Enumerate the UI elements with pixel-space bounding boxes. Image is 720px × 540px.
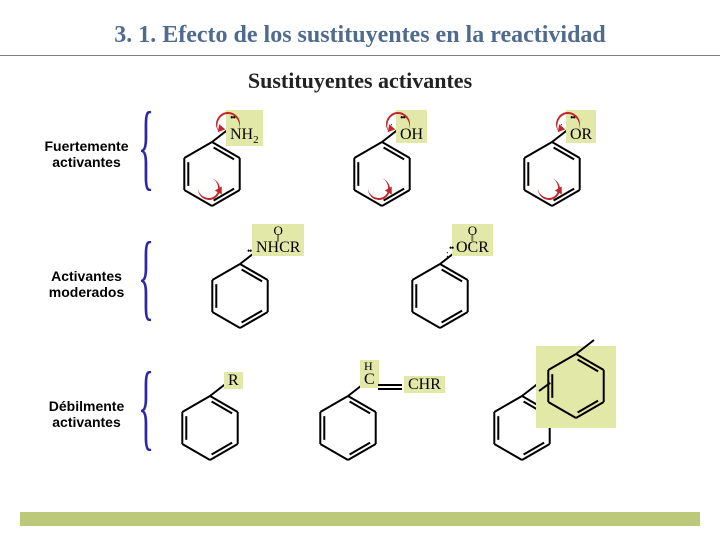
title-rule (0, 55, 720, 56)
benzene-ring-icon (312, 368, 402, 468)
mol-phenyl-ester: O ‖ :••OCR (404, 236, 494, 341)
mol-styrene: H C CHR (312, 368, 402, 473)
sub-nhcr: O ‖ ••NHCR (252, 224, 304, 256)
sub-chr: CHR (404, 376, 445, 393)
row-label-moderate-l2: moderados (49, 284, 124, 300)
double-bond-icon (378, 384, 402, 386)
sub-ocr: O ‖ :••OCR (452, 224, 493, 256)
benzene-ring-icon (174, 368, 264, 468)
row-label-strong-l2: activantes (52, 154, 120, 170)
mol-anisole: ••:OR (516, 114, 606, 219)
page-title: 3. 1. Efecto de los sustituyentes en la … (0, 22, 720, 49)
mol-biphenyl (486, 368, 576, 473)
brace-moderate: { (138, 228, 144, 324)
mol-acetanilide: O ‖ ••NHCR (204, 236, 294, 341)
row-label-strong-l1: Fuertemente (44, 138, 128, 154)
row-label-weak-l1: Débilmente (49, 398, 124, 414)
double-bond-icon (378, 388, 402, 390)
diagram-area: Fuertemente activantes { Activantes mode… (34, 100, 692, 500)
subtitle: Sustituyentes activantes (0, 68, 720, 94)
row-label-weak: Débilmente activantes (34, 398, 139, 430)
mol-aniline: ••NH2 (176, 114, 266, 219)
sub-vinyl: H C (360, 360, 379, 388)
benzene-ring-icon (540, 326, 630, 426)
mol-phenol: ••:OH (346, 114, 436, 219)
footer-bar (20, 512, 700, 526)
sub-r: R (224, 372, 243, 389)
brace-strong: { (138, 98, 144, 194)
row-label-weak-l2: activantes (52, 414, 120, 430)
brace-weak: { (138, 358, 144, 454)
row-label-strong: Fuertemente activantes (34, 138, 139, 170)
title-block: 3. 1. Efecto de los sustituyentes en la … (0, 0, 720, 94)
row-label-moderate-l1: Activantes (51, 268, 122, 284)
row-label-moderate: Activantes moderados (34, 268, 139, 300)
mol-toluene: R (174, 368, 264, 473)
